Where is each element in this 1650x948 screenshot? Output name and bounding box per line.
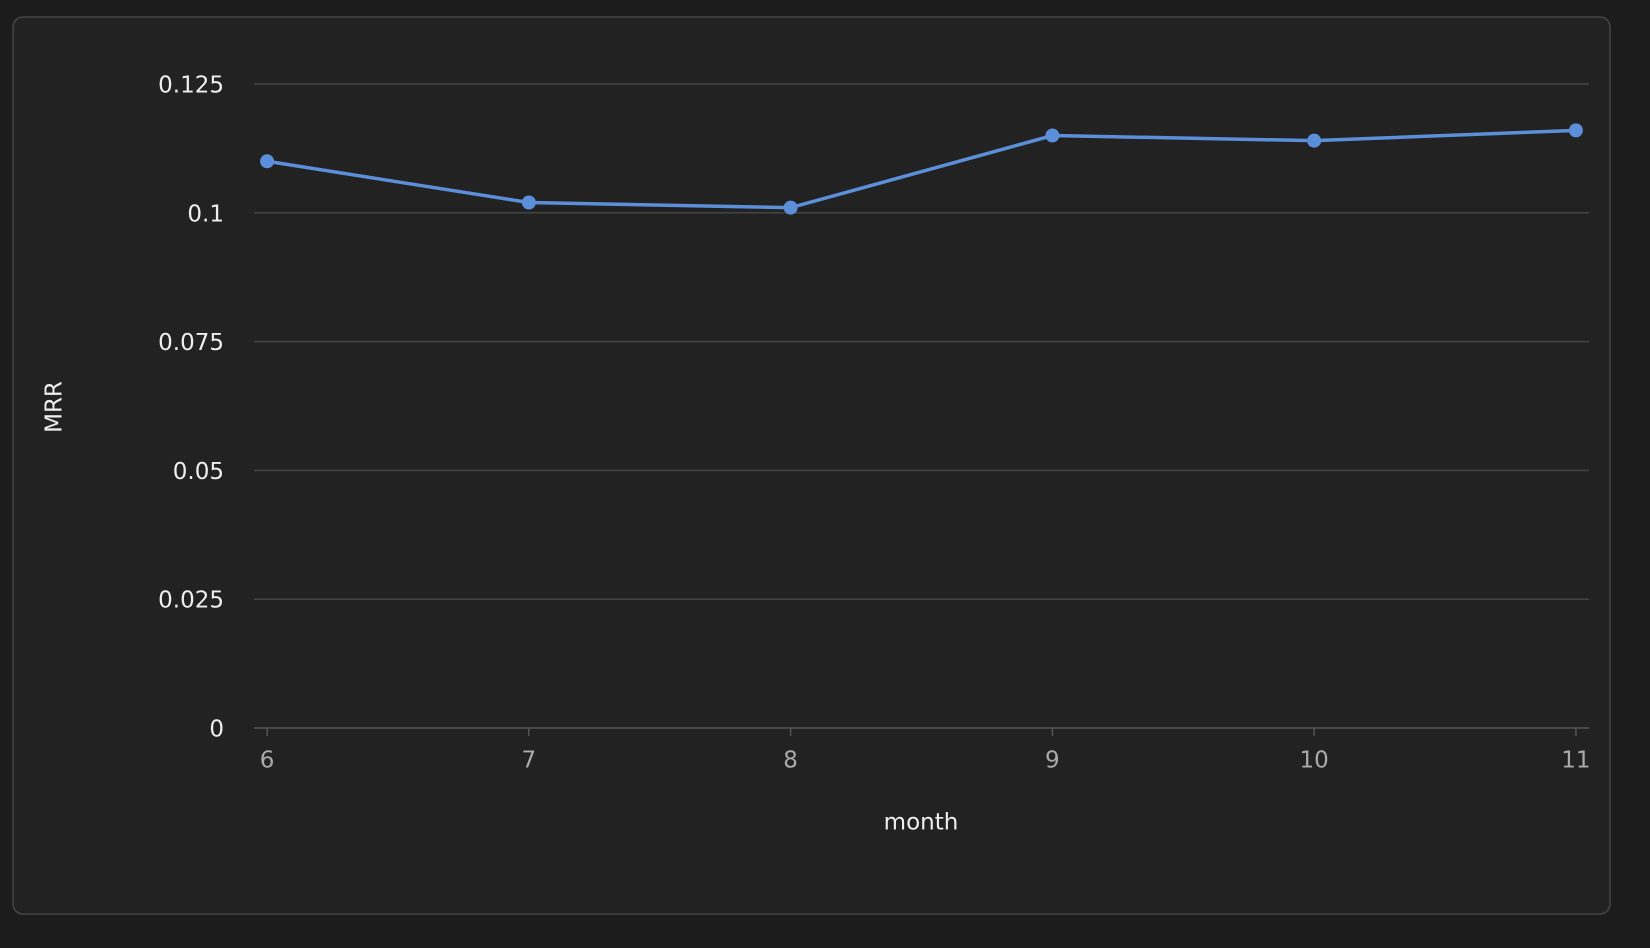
card xyxy=(12,16,1611,915)
point xyxy=(1568,123,1583,138)
x-tick-label: 8 xyxy=(783,748,798,774)
x-tick-label: 6 xyxy=(260,748,275,774)
y-tick-label: 0.1 xyxy=(187,201,224,227)
y-tick-label: 0 xyxy=(209,717,224,743)
y-tick-label: 0.05 xyxy=(173,459,224,485)
x-tick-label: 10 xyxy=(1300,748,1329,774)
point xyxy=(783,200,798,215)
point xyxy=(1307,133,1322,148)
line xyxy=(266,128,1576,210)
x-tick-label: 7 xyxy=(522,748,537,774)
y-tick-label: 0.075 xyxy=(158,330,224,356)
point xyxy=(260,154,275,169)
y-axis-label: MRR xyxy=(42,381,68,433)
y-tick-label: 0.125 xyxy=(158,73,224,99)
x-tick-label: 11 xyxy=(1561,748,1590,774)
point xyxy=(521,195,536,210)
x-tick-label: 9 xyxy=(1045,748,1060,774)
point xyxy=(1045,128,1060,143)
y-tick-label: 0.025 xyxy=(158,588,224,614)
x-axis-label: month xyxy=(884,810,959,836)
